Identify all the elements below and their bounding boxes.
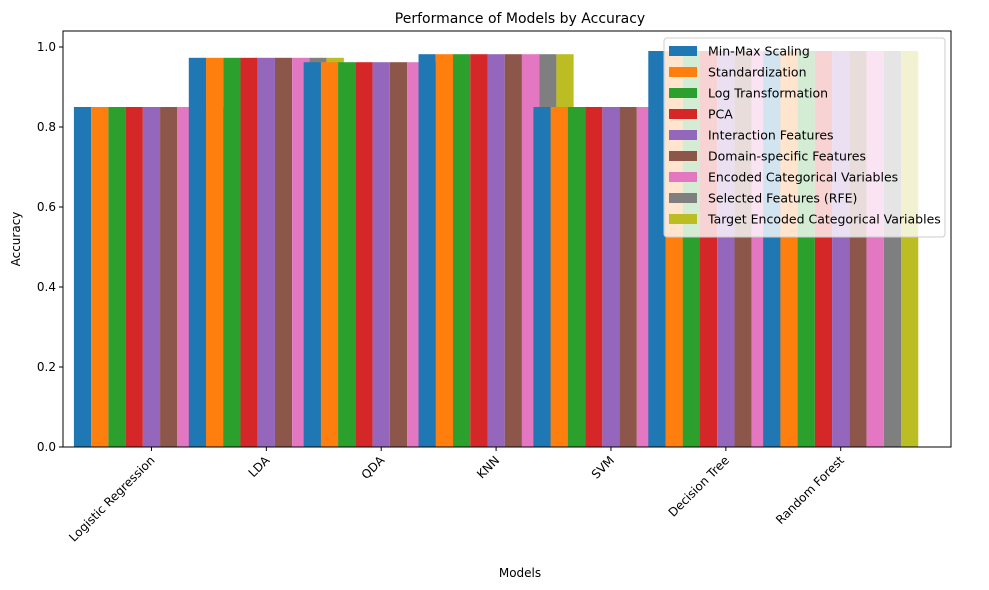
bar	[274, 57, 293, 448]
bar	[435, 54, 454, 447]
bars-layer	[73, 51, 919, 448]
legend-label: Min-Max Scaling	[708, 44, 810, 59]
y-tick-label: 1.0	[37, 40, 56, 54]
bar	[188, 57, 207, 448]
legend-label: Standardization	[708, 65, 807, 80]
bar	[585, 107, 603, 447]
legend-label: Domain-specific Features	[708, 149, 866, 164]
x-tick-label: Random Forest	[773, 453, 847, 527]
bar	[619, 107, 637, 447]
chart-title: Performance of Models by Accuracy	[395, 11, 645, 27]
bar	[533, 107, 551, 447]
bar	[125, 107, 143, 447]
x-tick-label: SVM	[589, 453, 617, 481]
legend-label: PCA	[708, 107, 733, 122]
legend-frame	[663, 37, 946, 238]
bar	[108, 107, 126, 447]
bar	[320, 62, 339, 447]
bar	[418, 54, 436, 447]
y-tick-label: 0.8	[37, 120, 56, 134]
bar	[453, 54, 471, 447]
bar	[372, 62, 390, 447]
x-axis-label: Models	[499, 566, 541, 580]
bar	[550, 107, 568, 447]
bar	[257, 57, 275, 448]
legend-label: Interaction Features	[708, 128, 834, 143]
legend-swatch	[669, 130, 697, 140]
legend-swatch	[669, 214, 697, 224]
bar	[303, 62, 321, 447]
bar	[223, 57, 241, 448]
bar	[240, 57, 258, 448]
bar	[160, 107, 178, 447]
x-tick-label: QDA	[359, 453, 388, 482]
legend-swatch	[669, 151, 697, 161]
legend-label: Target Encoded Categorical Variables	[707, 212, 941, 227]
x-tick-label: Decision Tree	[666, 453, 732, 519]
legend-swatch	[669, 109, 697, 119]
bar	[504, 54, 522, 447]
y-axis-label: Accuracy	[9, 212, 23, 267]
legend-swatch	[669, 67, 697, 77]
x-tick-label: LDA	[246, 453, 273, 480]
y-tick-label: 0.4	[37, 280, 56, 294]
bar	[389, 62, 408, 447]
legend: Min-Max Scaling Standardization Log Transf…	[663, 37, 946, 238]
bar	[73, 107, 92, 447]
bar	[355, 62, 373, 447]
bar	[91, 107, 109, 447]
legend-swatch	[669, 193, 697, 203]
x-axis: Logistic Regression LDA QDA KNN SVM Decision …	[66, 447, 847, 545]
bar	[470, 54, 488, 447]
bar	[142, 107, 161, 447]
bar	[567, 107, 586, 447]
legend-swatch	[669, 88, 697, 98]
y-tick-label: 0.0	[37, 440, 56, 454]
bar	[602, 107, 620, 447]
bar	[487, 54, 505, 447]
legend-label: Log Transformation	[708, 86, 828, 101]
legend-swatch	[669, 172, 697, 182]
legend-swatch	[669, 46, 697, 56]
legend-label: Encoded Categorical Variables	[708, 170, 898, 185]
bar	[206, 57, 224, 448]
plot-frame	[62, 30, 952, 448]
legend-label: Selected Features (RFE)	[708, 191, 857, 206]
bar	[648, 51, 666, 447]
x-tick-label: Logistic Regression	[66, 453, 157, 544]
y-tick-label: 0.6	[37, 200, 56, 214]
y-tick-label: 0.2	[37, 360, 56, 374]
bar	[338, 62, 356, 447]
x-tick-label: KNN	[474, 453, 502, 481]
y-axis: 0.0 0.2 0.4 0.6 0.8 1.0	[37, 40, 63, 454]
